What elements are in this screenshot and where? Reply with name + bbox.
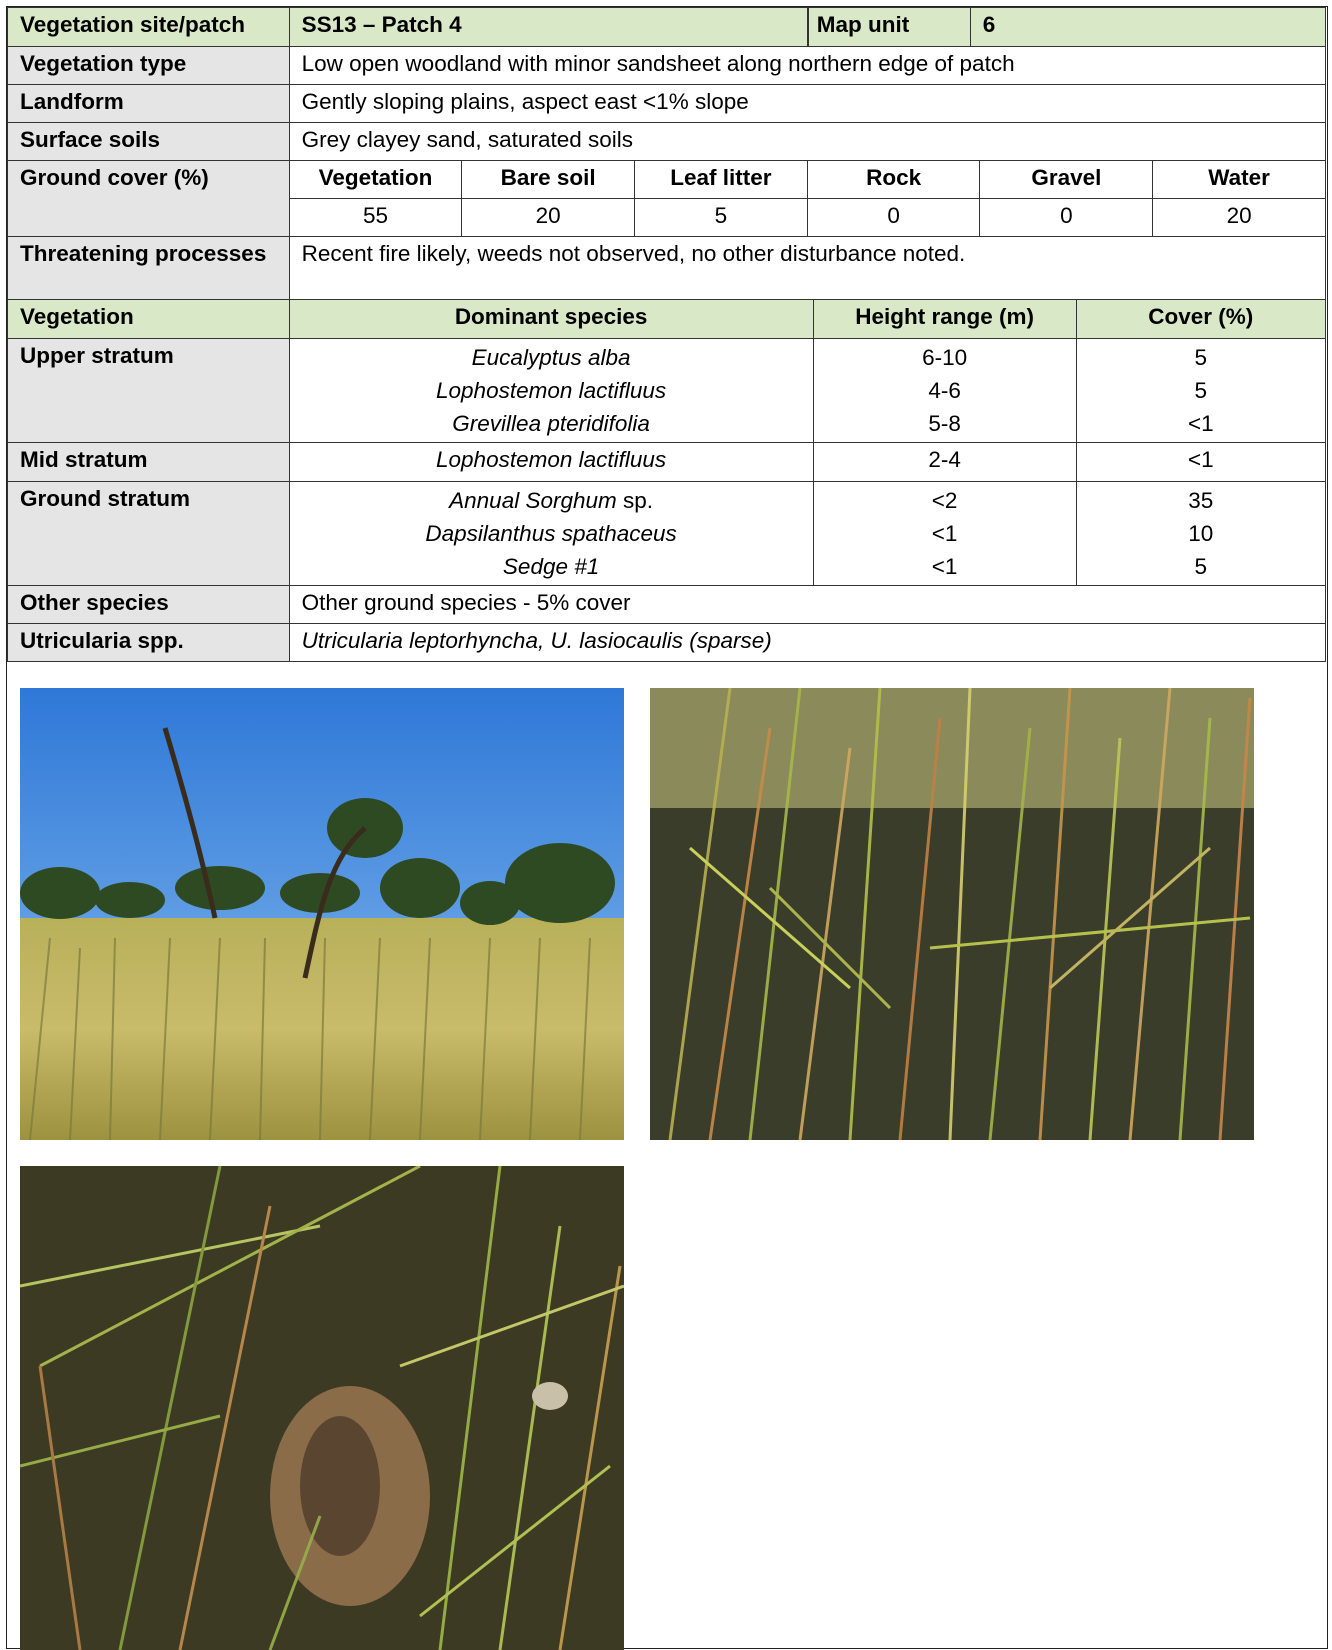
upper-stratum-row: Upper stratum Eucalyptus alba Lophostemo… [7, 338, 1327, 443]
landscape-photo-image [20, 688, 624, 1140]
species-suffix: sp. [616, 488, 654, 513]
vegetation-type-value: Low open woodland with minor sandsheet a… [288, 46, 1327, 85]
landform-label: Landform [7, 84, 290, 123]
ground-cover-header: Gravel [979, 160, 1154, 199]
species-name: Lophostemon lactifluus [436, 378, 667, 403]
ground-cover-header-row: Ground cover (%) Vegetation Bare soil Le… [7, 160, 1326, 237]
map-unit-value: 6 [982, 12, 996, 37]
strata-header-cells: Dominant species Height range (m) Cover … [288, 299, 1327, 339]
ground-cover-value: 0 [979, 198, 1154, 237]
threatening-row: Threatening processes Recent fire likely… [7, 236, 1327, 300]
site-id: SS13 – Patch 4 [301, 12, 462, 37]
ground-photo-image [20, 1166, 624, 1650]
mid-stratum-cells: Lophostemon lactifluus 2-4 <1 [288, 442, 1327, 482]
ground-stratum-row: Ground stratum Annual Sorghum sp. Dapsil… [7, 481, 1327, 586]
strata-vegetation-header: Vegetation [7, 299, 290, 339]
cover-value: 5 [1194, 345, 1208, 370]
height-value: 5-8 [928, 411, 961, 436]
ground-cover-value: 0 [806, 198, 981, 237]
height-value: <2 [931, 488, 958, 513]
species-name: Lophostemon lactifluus [436, 447, 667, 472]
map-unit-label: Map unit [807, 8, 971, 46]
other-species-row: Other species Other ground species - 5% … [7, 585, 1327, 624]
other-species-value: Other ground species - 5% cover [288, 585, 1327, 624]
map-unit-cell: Map unit 6 [806, 7, 1327, 47]
species-name: Grevillea pteridifolia [452, 411, 650, 436]
threatening-label: Threatening processes [7, 236, 290, 300]
ground-stratum-label: Ground stratum [7, 481, 290, 586]
ground-stratum-cells: Annual Sorghum sp. Dapsilanthus spathace… [288, 481, 1327, 586]
ground-cover-header: Water [1152, 160, 1326, 199]
species-genus: Annual Sorghum [449, 488, 617, 513]
cover-value: 35 [1188, 488, 1214, 513]
site-photo-landscape [20, 688, 624, 1140]
ground-cover-values-row: 55 20 5 0 0 20 [8, 198, 1326, 237]
surface-soils-row: Surface soils Grey clayey sand, saturate… [7, 122, 1327, 161]
site-sheet: Vegetation site/patch SS13 – Patch 4 Map… [6, 6, 1328, 1650]
upper-stratum-label: Upper stratum [7, 338, 290, 443]
height-value: <1 [931, 521, 958, 546]
strata-header-row: Vegetation Dominant species Height range… [7, 299, 1327, 339]
height-value: <1 [931, 554, 958, 579]
ground-cover-label: Ground cover (%) [7, 160, 290, 237]
ground-covers: 35 10 5 [1077, 482, 1325, 585]
mid-stratum-row: Mid stratum Lophostemon lactifluus 2-4 <… [7, 442, 1327, 482]
ground-cover-value: 55 [288, 198, 463, 237]
species-name: Annual Sorghum sp. [290, 484, 813, 517]
utricularia-label: Utricularia spp. [7, 623, 290, 662]
cover-value: <1 [1187, 411, 1214, 436]
vegetation-site-table: Vegetation site/patch SS13 – Patch 4 Map… [7, 7, 1327, 662]
ground-heights: <2 <1 <1 [812, 482, 1077, 585]
ground-cover-value: 5 [634, 198, 808, 237]
site-row: Vegetation site/patch SS13 – Patch 4 Map… [7, 7, 1327, 47]
cover-value: 5 [1194, 554, 1208, 579]
species-name: Sedge #1 [502, 554, 600, 579]
species-name: Dapsilanthus spathaceus [425, 521, 677, 546]
upper-stratum-cells: Eucalyptus alba Lophostemon lactifluus G… [288, 338, 1327, 443]
cover-value: <1 [1187, 447, 1214, 472]
height-value: 2-4 [812, 443, 1077, 481]
threatening-value: Recent fire likely, weeds not observed, … [288, 236, 1327, 300]
height-range-header: Height range (m) [812, 300, 1077, 338]
cover-value: 5 [1194, 378, 1208, 403]
surface-soils-label: Surface soils [7, 122, 290, 161]
ground-cover-header: Vegetation [288, 160, 463, 199]
vegetation-type-label: Vegetation type [7, 46, 290, 85]
cover-header: Cover (%) [1148, 304, 1254, 329]
ground-cover-header: Bare soil [461, 160, 636, 199]
site-photo-ground [20, 1166, 624, 1650]
landform-row: Landform Gently sloping plains, aspect e… [7, 84, 1327, 123]
ground-cover-header: Leaf litter [634, 160, 808, 199]
utricularia-value: Utricularia leptorhyncha, U. lasiocaulis… [288, 623, 1327, 662]
other-species-label: Other species [7, 585, 290, 624]
mid-stratum-label: Mid stratum [7, 442, 290, 482]
surface-soils-value: Grey clayey sand, saturated soils [288, 122, 1327, 161]
upper-heights: 6-10 4-6 5-8 [812, 339, 1077, 442]
ground-cover-value: 20 [1152, 198, 1326, 237]
upper-covers: 5 5 <1 [1077, 339, 1325, 442]
height-value: 4-6 [928, 378, 961, 403]
site-label: Vegetation site/patch [7, 7, 290, 47]
species-name: Eucalyptus alba [471, 345, 631, 370]
utricularia-row: Utricularia spp. Utricularia leptorhynch… [7, 623, 1327, 662]
ground-species-list: Annual Sorghum sp. Dapsilanthus spathace… [290, 482, 813, 585]
landform-value: Gently sloping plains, aspect east <1% s… [288, 84, 1327, 123]
height-value: 6-10 [922, 345, 968, 370]
dominant-species-header: Dominant species [454, 304, 648, 329]
cover-value: 10 [1188, 521, 1214, 546]
site-photo-grass [650, 688, 1254, 1140]
upper-species-list: Eucalyptus alba Lophostemon lactifluus G… [290, 339, 813, 442]
site-value: SS13 – Patch 4 [288, 7, 808, 47]
grass-photo-image [650, 688, 1254, 1140]
ground-cover-header: Rock [806, 160, 981, 199]
ground-cover-value: 20 [461, 198, 636, 237]
vegetation-type-row: Vegetation type Low open woodland with m… [7, 46, 1327, 85]
